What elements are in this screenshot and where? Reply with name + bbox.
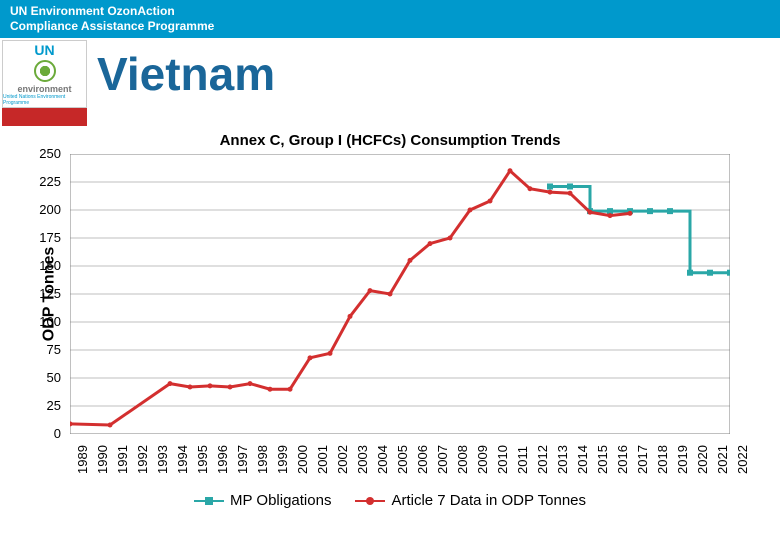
header-bar: UN Environment OzonAction Compliance Ass… xyxy=(0,0,780,38)
x-tick: 2005 xyxy=(395,445,410,474)
x-tick: 1998 xyxy=(255,445,270,474)
x-tick: 2006 xyxy=(415,445,430,474)
x-tick: 2004 xyxy=(375,445,390,474)
globe-icon xyxy=(34,60,56,82)
y-tick: 50 xyxy=(11,370,61,385)
y-tick: 75 xyxy=(11,342,61,357)
y-ticks: 0255075100125150175200225250 xyxy=(10,154,65,434)
x-tick: 2022 xyxy=(735,445,750,474)
x-tick: 2013 xyxy=(555,445,570,474)
x-tick: 1994 xyxy=(175,445,190,474)
x-tick: 2002 xyxy=(335,445,350,474)
y-tick: 200 xyxy=(11,202,61,217)
header-line2: Compliance Assistance Programme xyxy=(10,19,770,34)
x-ticks: 1989 1990 1991 1992 1993 1994 1995 1996 1997 1998… xyxy=(70,436,730,496)
legend-swatch xyxy=(194,494,224,508)
page-title: Vietnam xyxy=(97,47,275,101)
x-tick: 2016 xyxy=(615,445,630,474)
legend-swatch xyxy=(355,494,385,508)
x-tick: 1992 xyxy=(135,445,150,474)
y-tick: 0 xyxy=(11,426,61,441)
red-accent-block xyxy=(2,108,87,126)
x-tick: 2019 xyxy=(675,445,690,474)
logo-env-text: environment xyxy=(17,84,71,94)
x-tick: 2009 xyxy=(475,445,490,474)
x-tick: 2003 xyxy=(355,445,370,474)
y-tick: 250 xyxy=(11,146,61,161)
y-tick: 100 xyxy=(11,314,61,329)
x-tick: 2008 xyxy=(455,445,470,474)
x-tick: 2012 xyxy=(535,445,550,474)
title-row: UN environment United Nations Environmen… xyxy=(0,40,780,108)
y-tick: 225 xyxy=(11,174,61,189)
y-tick: 150 xyxy=(11,258,61,273)
x-tick: 1997 xyxy=(235,445,250,474)
chart-title: Annex C, Group I (HCFCs) Consumption Tre… xyxy=(10,132,770,149)
x-tick: 2018 xyxy=(655,445,670,474)
x-tick: 2015 xyxy=(595,445,610,474)
y-tick: 175 xyxy=(11,230,61,245)
x-tick: 2021 xyxy=(715,445,730,474)
chart-svg xyxy=(70,154,730,434)
x-tick: 2007 xyxy=(435,445,450,474)
x-tick: 1995 xyxy=(195,445,210,474)
x-tick: 2020 xyxy=(695,445,710,474)
x-tick: 1989 xyxy=(75,445,90,474)
logo-sub-text: United Nations Environment Programme xyxy=(3,94,86,106)
y-tick: 25 xyxy=(11,398,61,413)
x-tick: 2011 xyxy=(515,446,530,474)
x-tick: 2010 xyxy=(495,445,510,474)
x-tick: 1999 xyxy=(275,445,290,474)
x-tick: 2000 xyxy=(295,445,310,474)
x-tick: 1991 xyxy=(115,445,130,474)
x-tick: 1996 xyxy=(215,445,230,474)
logo-un-text: UN xyxy=(34,42,54,58)
y-tick: 125 xyxy=(11,286,61,301)
x-tick: 2017 xyxy=(635,445,650,474)
x-tick: 2001 xyxy=(315,445,330,474)
x-tick: 2014 xyxy=(575,445,590,474)
x-tick: 1990 xyxy=(95,445,110,474)
chart-area: Annex C, Group I (HCFCs) Consumption Tre… xyxy=(10,132,770,512)
un-logo: UN environment United Nations Environmen… xyxy=(2,40,87,108)
plot-wrap: ODP Tonnes 0255075100125150175200225250 … xyxy=(10,154,760,434)
x-tick: 1993 xyxy=(155,445,170,474)
header-line1: UN Environment OzonAction xyxy=(10,4,770,19)
